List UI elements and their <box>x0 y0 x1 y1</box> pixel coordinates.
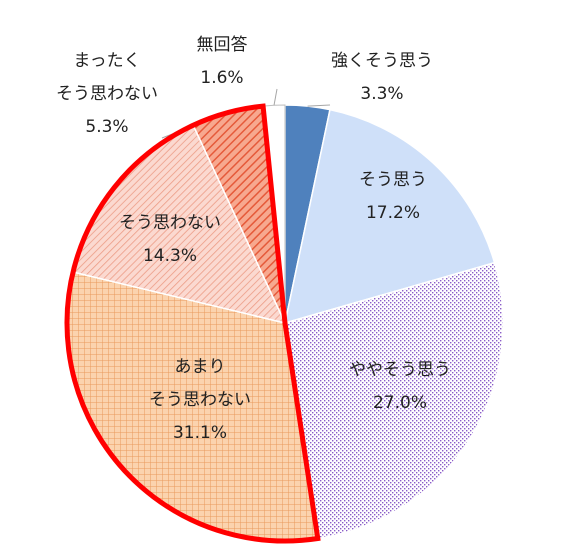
slice-value: 3.3% <box>360 84 403 104</box>
slice-value: 17.2% <box>366 203 420 223</box>
slice-category: まったく <box>73 51 140 71</box>
slice-category: そう思う <box>359 170 427 190</box>
slice-category: 強くそう思う <box>331 51 433 71</box>
slice-value: 14.3% <box>143 246 197 266</box>
slice-value: 5.3% <box>85 117 128 137</box>
leader-line <box>307 104 331 107</box>
slice-label: そう思わない 14.3% <box>119 213 221 266</box>
slice-category: そう思わない <box>119 213 221 233</box>
slice-value: 27.0% <box>373 393 427 413</box>
pie-slice-ややそう思う <box>284 261 504 540</box>
slice-label: あまりそう思わない 31.1% <box>149 357 251 443</box>
pie-slice-そう思う <box>284 108 496 325</box>
slice-label: 無回答 1.6% <box>197 35 248 88</box>
slice-category: あまり <box>175 357 226 377</box>
leader-line <box>273 88 278 106</box>
slice-label: 強くそう思う 3.3% <box>331 51 433 104</box>
slice-category: そう思わない <box>56 84 158 104</box>
slice-label: そう思う 17.2% <box>359 170 427 223</box>
slice-label: まったくそう思わない 5.3% <box>56 51 158 137</box>
slice-category: 無回答 <box>197 35 248 55</box>
slice-category: ややそう思う <box>349 360 451 380</box>
slice-category: そう思わない <box>149 390 251 410</box>
slice-value: 31.1% <box>173 423 227 443</box>
highlight-outline <box>64 103 321 544</box>
slice-value: 1.6% <box>200 68 243 88</box>
slice-label: ややそう思う 27.0% <box>349 360 451 413</box>
slice-labels: 強くそう思う 3.3%そう思う 17.2%ややそう思う 27.0%あまりそう思わない 3… <box>56 35 451 443</box>
